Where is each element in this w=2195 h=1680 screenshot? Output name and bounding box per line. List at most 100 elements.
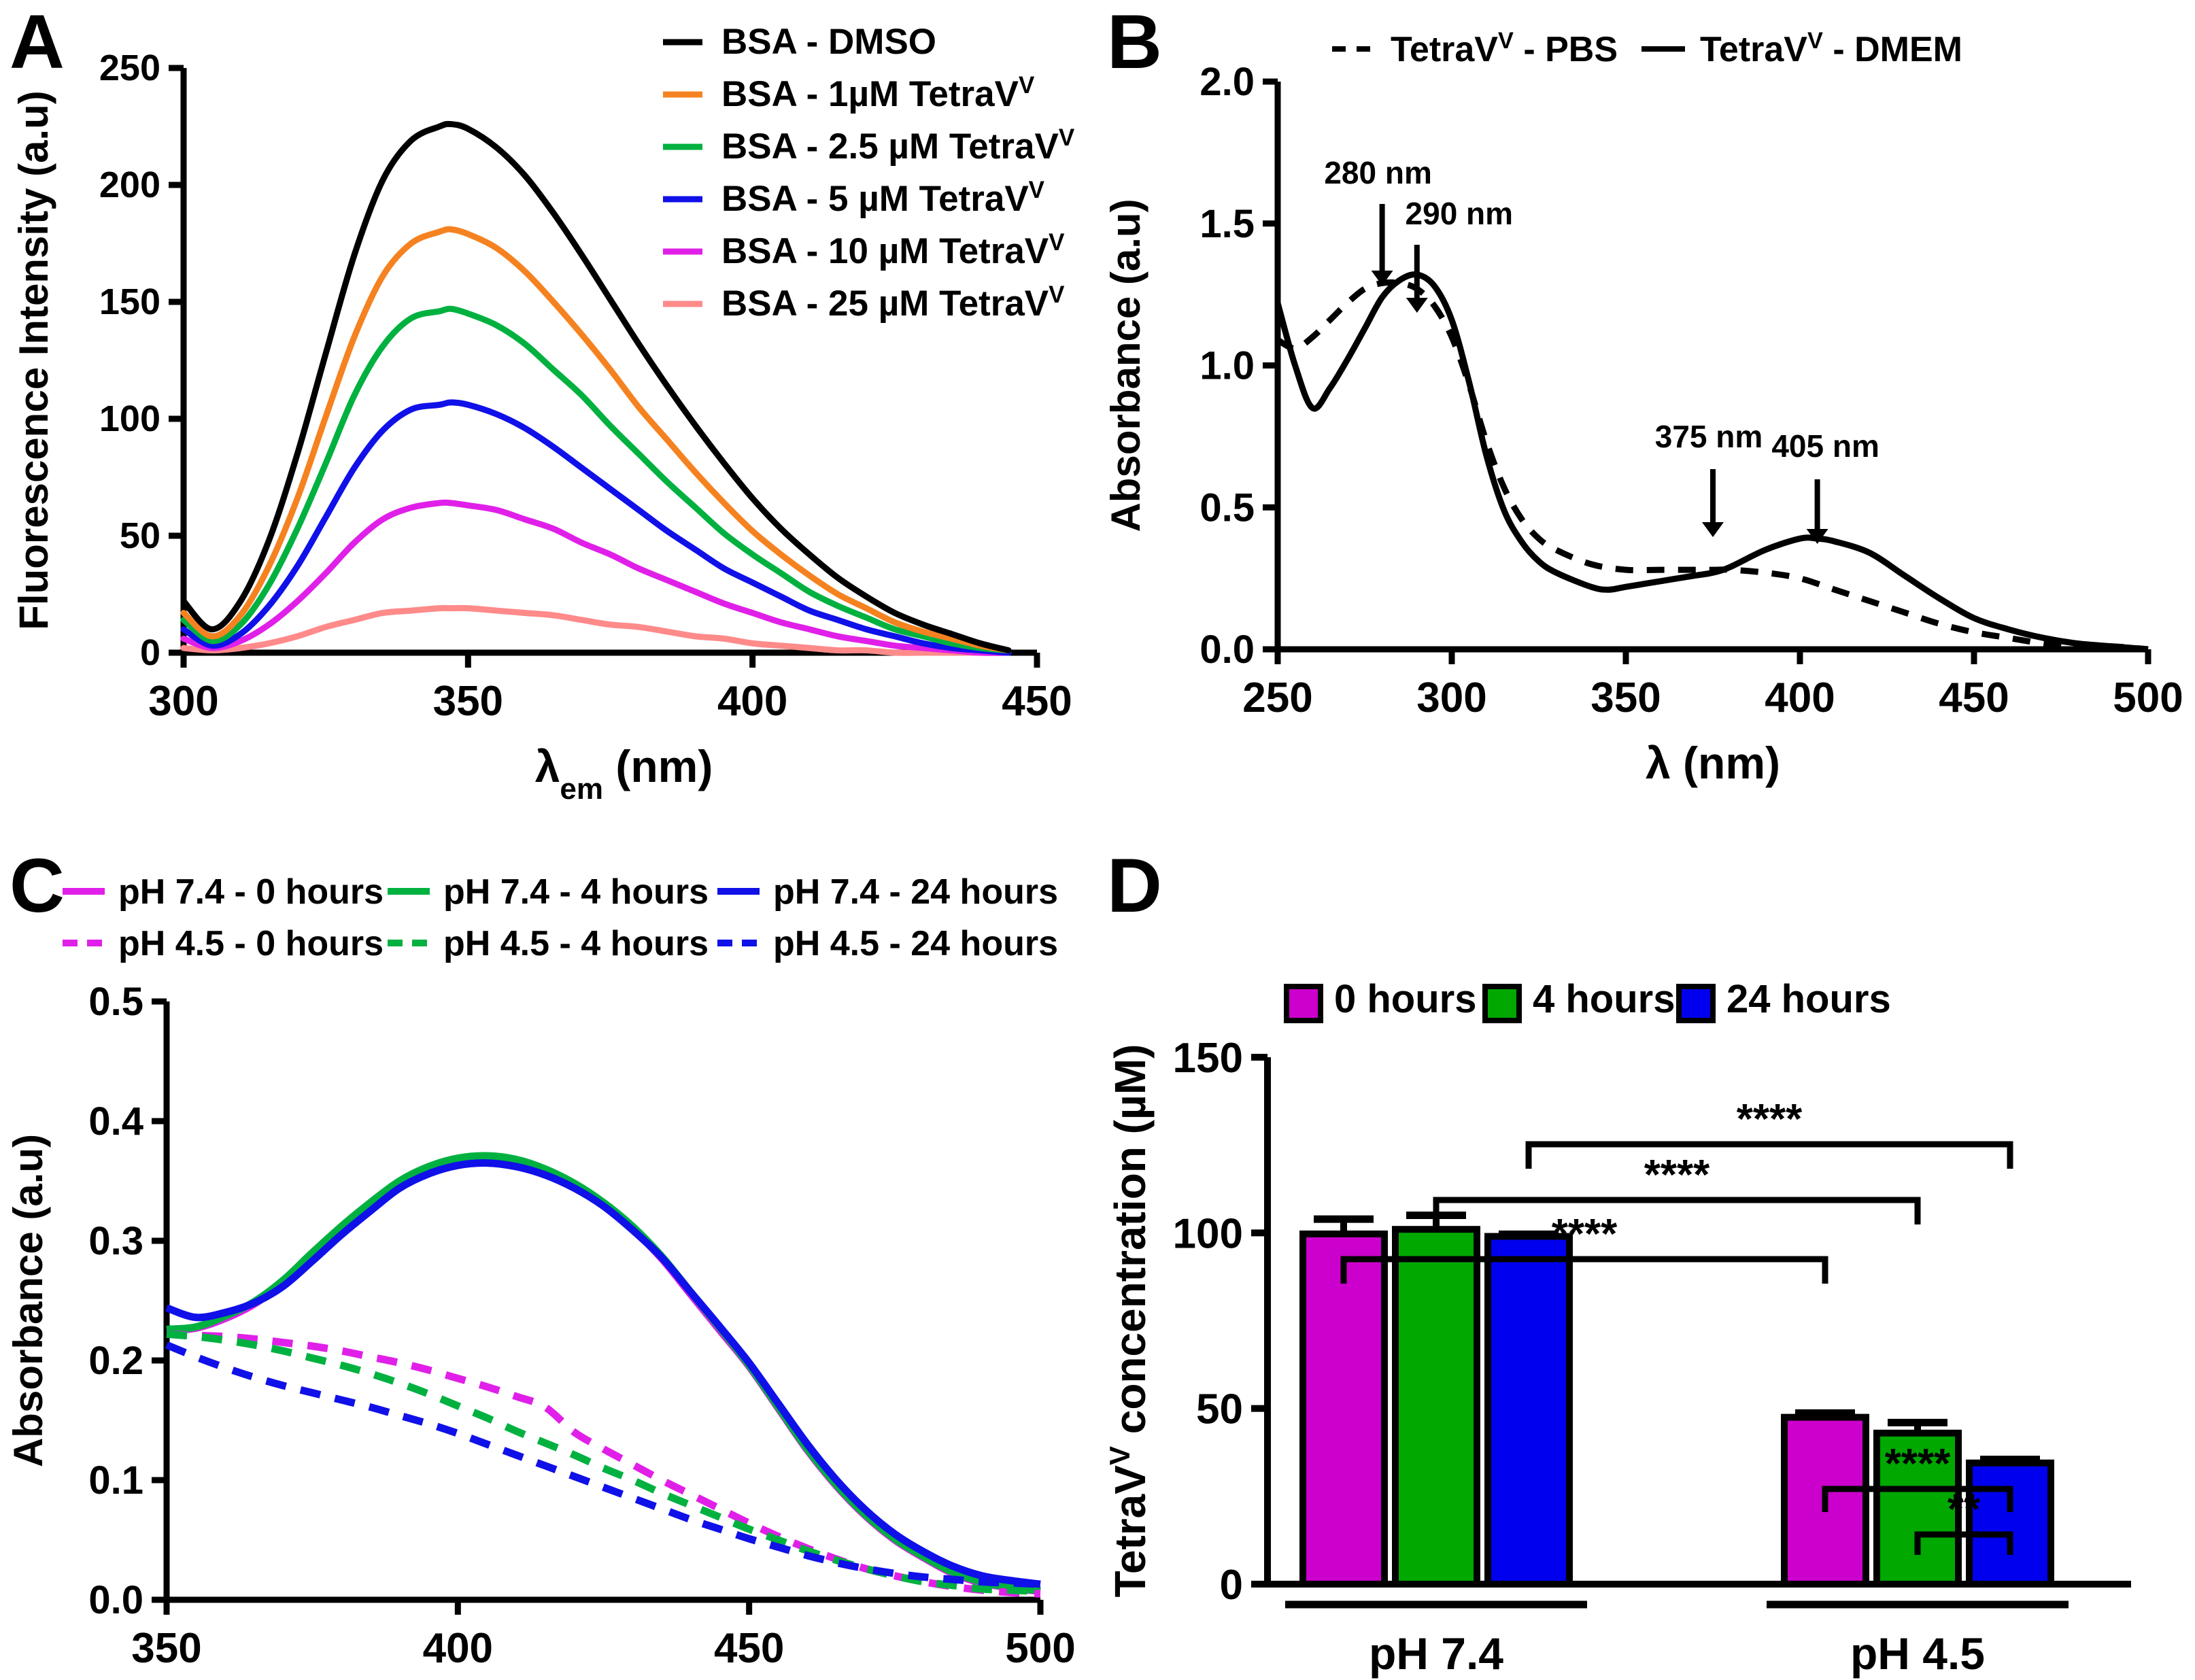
significance-label: **** — [1644, 1152, 1710, 1199]
x-tick-label: 500 — [2113, 674, 2183, 721]
legend-a: BSA - DMSO BSA - 1µM TetraVV BSA - 2.5 µM … — [663, 22, 1075, 324]
bar — [1299, 1230, 1388, 1588]
legend-swatch — [1676, 984, 1716, 1023]
plot-area-d: 0 50 100 150 pH 7.4 pH 4.5 TetraVV concentrati… — [1104, 1035, 2131, 1679]
annotation-label: 375 nm — [1655, 419, 1763, 454]
series-line — [180, 499, 1012, 656]
x-tick-label: 350 — [131, 1625, 201, 1672]
legend-d: 0 hours 4 hours 24 hours — [1284, 977, 1891, 1023]
panel-a: A 0 50 100 150 200 250 300 350 400 450 Fluorescenc… — [0, 0, 1098, 840]
significance-label: **** — [1552, 1211, 1618, 1258]
bar — [1484, 1233, 1573, 1588]
annotation-arrow-head — [1406, 298, 1428, 313]
y-tick-label: 100 — [1173, 1210, 1243, 1257]
y-tick-label: 0.5 — [88, 980, 143, 1024]
y-tick-label: 0.2 — [88, 1339, 143, 1383]
panel-d: D 0 50 100 150 pH 7.4 pH 4.5 TetraVV concentra… — [1098, 840, 2195, 1680]
group-label: pH 7.4 — [1369, 1628, 1503, 1679]
series-line — [166, 1154, 1041, 1596]
plot-area-c: 0.0 0.1 0.2 0.3 0.4 0.5 350 400 450 500 Absorbance… — [5, 980, 1076, 1672]
annotation-label: 280 nm — [1324, 155, 1432, 190]
panel-d-chart: 0 50 100 150 pH 7.4 pH 4.5 TetraVV concentrati… — [1104, 977, 2131, 1679]
y-tick-label: 1.0 — [1199, 344, 1255, 388]
series-line — [166, 1330, 1041, 1598]
panel-a-chart: 0 50 100 150 200 250 300 350 400 450 Fluorescence … — [11, 22, 1075, 806]
significance-label: **** — [1737, 1096, 1803, 1143]
legend-label: BSA - 10 µM TetraVV — [721, 229, 1065, 272]
y-axis-title: TetraVV concentration (µM) — [1104, 1044, 1155, 1598]
panel-c-letter: C — [10, 843, 65, 928]
significance-bracket — [1822, 1486, 2013, 1512]
legend-label: pH 4.5 - 24 hours — [773, 924, 1058, 963]
plot-area-b: 0.0 0.5 1.0 1.5 2.0 250 300 350 400 450 500 Absorba… — [1103, 60, 2183, 788]
y-tick-label: 100 — [99, 398, 160, 439]
legend-label: TetraVV - DMEM — [1700, 28, 1962, 69]
legend-label: pH 7.4 - 0 hours — [118, 872, 384, 912]
x-tick-label: 400 — [717, 678, 787, 725]
x-tick-label: 350 — [1590, 674, 1661, 721]
y-tick-label: 150 — [99, 281, 160, 322]
y-tick-label: 250 — [99, 48, 160, 88]
x-tick-label: 450 — [714, 1625, 784, 1672]
y-tick-label: 200 — [99, 165, 160, 205]
panel-c: C 0.0 0.1 0.2 0.3 0.4 0.5 350 400 450 500 Absorban… — [0, 840, 1098, 1680]
y-axis-title: Absorbance (a.u) — [5, 1134, 51, 1467]
legend-label: pH 4.5 - 0 hours — [118, 924, 384, 963]
significance-bracket — [1914, 1531, 2013, 1555]
y-tick-label: 0.5 — [1199, 485, 1255, 530]
series-line — [180, 604, 1012, 656]
x-tick-label: 500 — [1005, 1625, 1075, 1672]
legend-label: pH 7.4 - 24 hours — [773, 872, 1058, 912]
annotation-arrow-head — [1371, 271, 1393, 286]
significance-bracket — [1340, 1256, 1828, 1284]
legend-label: BSA - 5 µM TetraVV — [721, 177, 1045, 220]
x-tick-label: 250 — [1242, 674, 1312, 721]
y-tick-label: 0.0 — [1199, 628, 1255, 672]
legend-b: TetraVV - PBS TetraVV - DMEM — [1332, 28, 1962, 69]
legend-label: BSA - DMSO — [721, 22, 936, 62]
legend-label: BSA - 25 µM TetraVV — [721, 281, 1065, 324]
x-tick-label: 400 — [423, 1625, 493, 1672]
annotation-arrow-head — [1702, 522, 1724, 537]
plot-area-a: 0 50 100 150 200 250 300 350 400 450 Fluorescence … — [11, 48, 1072, 806]
x-axis-title: λ (nm) — [1646, 738, 1780, 788]
annotation-label: 405 nm — [1771, 428, 1879, 464]
legend-label: BSA - 2.5 µM TetraVV — [721, 124, 1075, 167]
x-tick-label: 300 — [1416, 674, 1486, 721]
y-tick-label: 50 — [1196, 1386, 1243, 1433]
x-tick-label: 300 — [148, 678, 218, 725]
series-line — [180, 120, 1012, 654]
significance-bracket — [1433, 1197, 1921, 1224]
x-axis-title: λem (nm) — [535, 741, 713, 806]
y-tick-label: 150 — [1173, 1035, 1243, 1082]
panel-b: B 0.0 0.5 1.0 1.5 2.0 250 300 350 400 450 500 Absor… — [1098, 0, 2195, 840]
x-tick-label: 350 — [433, 678, 503, 725]
series-line — [165, 1159, 1041, 1588]
legend-label: 4 hours — [1533, 977, 1675, 1021]
series-line — [180, 399, 1012, 656]
panel-c-chart: 0.0 0.1 0.2 0.3 0.4 0.5 350 400 450 500 Absorbance… — [5, 872, 1076, 1672]
series-line — [1274, 271, 2149, 653]
legend-label: BSA - 1µM TetraVV — [721, 72, 1035, 115]
y-tick-label: 50 — [120, 515, 160, 556]
y-tick-label: 0.3 — [88, 1219, 143, 1263]
legend-swatch — [1482, 984, 1522, 1023]
series-line — [180, 305, 1012, 654]
legend-label: 24 hours — [1726, 977, 1891, 1021]
legend-swatch — [1284, 984, 1323, 1023]
series-line — [180, 226, 1012, 654]
x-tick-label: 450 — [1939, 674, 2009, 721]
y-tick-label: 1.5 — [1199, 202, 1255, 246]
y-axis-title: Absorbance (a.u) — [1103, 199, 1148, 532]
annotations-b: 280 nm 290 nm 375 nm 405 nm — [1324, 155, 1879, 544]
y-tick-label: 0.0 — [88, 1578, 143, 1622]
significance-bracket — [1525, 1141, 2013, 1169]
bar — [1966, 1459, 2054, 1588]
series-line — [165, 1341, 1041, 1588]
y-tick-label: 2.0 — [1199, 60, 1255, 104]
annotation-arrow-head — [1806, 529, 1828, 544]
legend-label: 0 hours — [1334, 977, 1477, 1021]
significance-label: ** — [1947, 1486, 1981, 1533]
panel-b-chart: 0.0 0.5 1.0 1.5 2.0 250 300 350 400 450 500 Absorba… — [1103, 28, 2183, 788]
